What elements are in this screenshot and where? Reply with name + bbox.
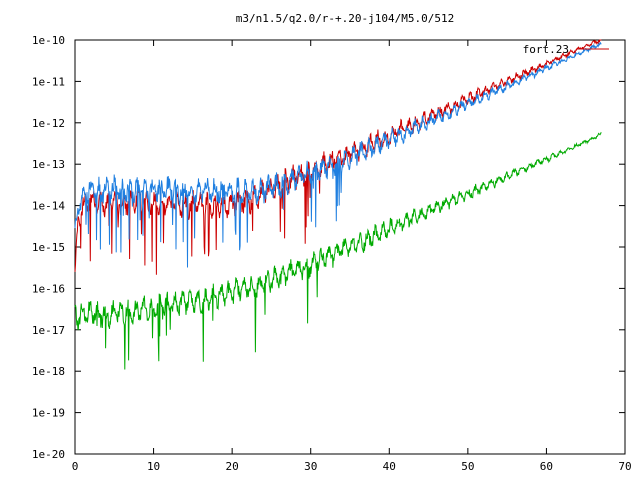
y-tick-label: 1e-20 bbox=[32, 448, 65, 461]
legend-label: fort.23 bbox=[523, 43, 569, 56]
plot-border bbox=[74, 39, 626, 455]
y-tick-label: 1e-13 bbox=[32, 158, 65, 171]
y-tick-label: 1e-10 bbox=[32, 34, 65, 47]
x-tick-label: 50 bbox=[461, 460, 474, 473]
legend: fort.23 bbox=[523, 43, 609, 56]
y-tick-label: 1e-16 bbox=[32, 282, 65, 295]
axis-ticks: 0 10 20 30 40 50 60 70 1e-20 1e-19 1e-18 1e-17 1e-16… bbox=[32, 34, 632, 473]
y-tick-label: 1e-14 bbox=[32, 200, 65, 213]
x-tick-label: 60 bbox=[540, 460, 553, 473]
x-tick-label: 70 bbox=[618, 460, 631, 473]
y-tick-label: 1e-19 bbox=[32, 407, 65, 420]
chart-title: m3/n1.5/q2.0/r-+.20-j104/M5.0/512 bbox=[236, 12, 455, 25]
x-tick-label: 20 bbox=[226, 460, 239, 473]
y-tick-label: 1e-11 bbox=[32, 75, 65, 88]
x-tick-label: 30 bbox=[304, 460, 317, 473]
y-tick-label: 1e-17 bbox=[32, 324, 65, 337]
x-tick-label: 0 bbox=[72, 460, 79, 473]
y-tick-label: 1e-18 bbox=[32, 365, 65, 378]
x-tick-label: 10 bbox=[147, 460, 160, 473]
x-tick-label: 40 bbox=[383, 460, 396, 473]
series-line-1 bbox=[74, 41, 602, 268]
series-line-0 bbox=[74, 39, 602, 275]
y-tick-label: 1e-15 bbox=[32, 241, 65, 254]
y-tick-label: 1e-12 bbox=[32, 117, 65, 130]
series-line-2 bbox=[74, 131, 602, 370]
series-lines bbox=[74, 39, 602, 370]
plot-frame bbox=[74, 39, 626, 455]
